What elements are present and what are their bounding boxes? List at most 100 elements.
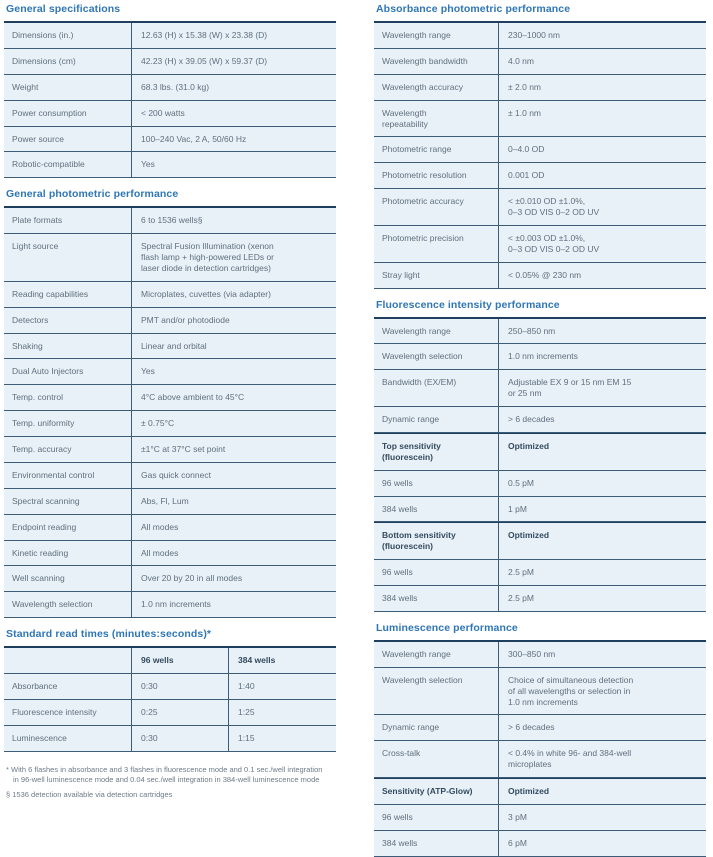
table-row: Wavelength range 230–1000 nm	[374, 23, 706, 49]
row-label: Dimensions (cm)	[4, 48, 132, 74]
row-label: Weight	[4, 74, 132, 100]
table-row: Wavelength selection Choice of simultane…	[374, 667, 706, 716]
table-row: Temp. accuracy ±1°C at 37°C set point	[4, 437, 336, 463]
table-row: Wavelength selection 1.0 nm increments	[374, 344, 706, 371]
row-value: PMT and/or photodiode	[141, 314, 230, 325]
row-value: 2.5 pM	[508, 567, 534, 578]
row-value: 4.0 nm	[508, 55, 534, 66]
row-value: Optimized	[508, 440, 550, 451]
right-column: Absorbance photometric performance Wavel…	[374, 2, 706, 857]
row-value: 230–1000 nm	[508, 30, 560, 40]
row-value: All modes	[141, 521, 179, 532]
row-value: Yes	[141, 159, 155, 170]
table-row: Dimensions (in.) 12.63 (H) x 15.38 (W) x…	[4, 23, 336, 49]
row-label: Dynamic range	[374, 407, 499, 432]
table-row: 96 wells 3 pM	[374, 804, 706, 831]
row-label: Photometric accuracy	[374, 189, 499, 225]
row-value: < 0.05% @ 230 nm	[508, 269, 582, 280]
row-value: Over 20 by 20 in all modes	[141, 573, 243, 584]
row-label: 384 wells	[374, 496, 499, 522]
row-value: 1 pM	[508, 503, 527, 514]
row-label	[4, 648, 132, 673]
row-value-384-wells: 1:40	[238, 681, 255, 691]
section-title: Absorbance photometric performance	[376, 3, 571, 15]
spec-section: Standard read times (minutes:seconds)* 9…	[4, 628, 336, 752]
row-value: 6 pM	[508, 837, 527, 848]
row-label: 384 wells	[374, 830, 499, 856]
row-value: 250–850 nm	[508, 325, 556, 336]
table-row: 384 wells 6 pM	[374, 830, 706, 857]
row-label: Light source	[4, 234, 132, 281]
row-label: Wavelength selection	[374, 667, 499, 715]
row-label: Shaking	[4, 333, 132, 359]
table-row: Power consumption < 200 watts	[4, 100, 336, 127]
table-row: Photometric resolution 0.001 OD	[374, 163, 706, 190]
table-row: 96 wells 0.5 pM	[374, 470, 706, 497]
row-value: Adjustable EX 9 or 15 nm EM 15 or 25 nm	[508, 377, 632, 399]
row-value: 1.0 nm increments	[141, 599, 211, 610]
table-row: Kinetic reading All modes	[4, 540, 336, 567]
table-row: Bottom sensitivity (fluorescein) Optimiz…	[374, 522, 706, 561]
table-row: Wavelength accuracy ± 2.0 nm	[374, 74, 706, 101]
table-row: Well scanning Over 20 by 20 in all modes	[4, 566, 336, 593]
row-label: Endpoint reading	[4, 514, 132, 540]
row-label: Wavelength repeatability	[374, 100, 499, 137]
row-label: Wavelength selection	[374, 344, 499, 370]
row-value: > 6 decades	[508, 722, 555, 733]
row-value: 2.5 pM	[508, 593, 534, 603]
row-value: 0.001 OD	[508, 170, 545, 181]
spec-section: General photometric performance Plate fo…	[4, 188, 336, 619]
table-row: Cross-talk < 0.4% in white 96- and 384-w…	[374, 741, 706, 778]
row-label: Spectral scanning	[4, 488, 132, 514]
row-label: Dual Auto Injectors	[4, 359, 132, 385]
table-row: Fluorescence intensity 0:25 1:25	[4, 699, 336, 726]
table-row: Stray light < 0.05% @ 230 nm	[374, 262, 706, 289]
spec-section: Fluorescence intensity performance Wavel…	[374, 299, 706, 612]
row-label: Bandwidth (EX/EM)	[374, 370, 499, 406]
row-value: ± 0.75°C	[141, 418, 175, 429]
table-row: Dimensions (cm) 42.23 (H) x 39.05 (W) x …	[4, 48, 336, 75]
row-label: Power source	[4, 126, 132, 152]
row-label: Fluorescence intensity	[4, 699, 132, 725]
row-label: Top sensitivity (fluorescein)	[374, 433, 499, 470]
table-row: Light source Spectral Fusion Illuminatio…	[4, 234, 336, 282]
row-label: Photometric precision	[374, 225, 499, 262]
row-label: Wavelength range	[374, 23, 499, 48]
section-title: Fluorescence intensity performance	[376, 298, 560, 311]
table-row: Power source 100–240 Vac, 2 A, 50/60 Hz	[4, 126, 336, 153]
row-label: Power consumption	[4, 100, 132, 126]
row-label: Well scanning	[4, 566, 132, 592]
table-row: Plate formats 6 to 1536 wells§	[4, 208, 336, 235]
spec-table: Wavelength range 230–1000 nm Wavelength …	[374, 21, 706, 289]
spec-table: Dimensions (in.) 12.63 (H) x 15.38 (W) x…	[4, 21, 336, 179]
table-row: Bandwidth (EX/EM) Adjustable EX 9 or 15 …	[374, 370, 706, 407]
footnote: § 1536 detection available via detection…	[6, 789, 173, 799]
row-value: Gas quick connect	[141, 469, 211, 480]
row-value: ± 2.0 nm	[508, 81, 542, 92]
table-row: Shaking Linear and orbital	[4, 333, 336, 360]
row-value: 68.3 lbs. (31.0 kg)	[141, 81, 210, 92]
row-value: > 6 decades	[508, 414, 555, 424]
table-row: Wavelength repeatability ± 1.0 nm	[374, 100, 706, 138]
row-label: Wavelength range	[374, 641, 499, 667]
table-row: Wavelength selection 1.0 nm increments	[4, 592, 336, 619]
table-row: 384 wells 2.5 pM	[374, 586, 706, 612]
row-value-96-wells: 0:30	[132, 725, 229, 751]
row-label: Reading capabilities	[4, 281, 132, 307]
row-label: Wavelength selection	[4, 592, 132, 618]
table-row: Wavelength range 250–850 nm	[374, 318, 706, 345]
left-column: General specifications Dimensions (in.) …	[4, 2, 336, 857]
row-label: Wavelength bandwidth	[374, 48, 499, 74]
table-row: Dynamic range > 6 decades	[374, 715, 706, 742]
row-value: All modes	[141, 547, 179, 558]
table-row: Environmental control Gas quick connect	[4, 462, 336, 489]
row-value: 42.23 (H) x 39.05 (W) x 59.37 (D)	[141, 55, 268, 66]
spec-section: Absorbance photometric performance Wavel…	[374, 3, 706, 289]
row-value-384-wells: 384 wells	[238, 655, 276, 666]
row-value: ±1°C at 37°C set point	[141, 444, 226, 454]
row-label: Environmental control	[4, 462, 132, 488]
row-value: Linear and orbital	[141, 340, 207, 351]
table-row: Spectral scanning Abs, Fl, Lum	[4, 488, 336, 515]
table-row: Dynamic range > 6 decades	[374, 407, 706, 433]
table-row: 96 wells 2.5 pM	[374, 560, 706, 586]
